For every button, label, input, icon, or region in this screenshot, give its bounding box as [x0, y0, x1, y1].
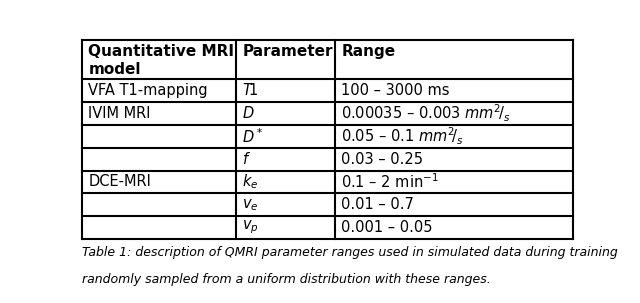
Text: 0.1 – 2 min$^{-1}$: 0.1 – 2 min$^{-1}$: [341, 173, 439, 191]
Text: Range: Range: [341, 44, 396, 59]
Text: $D$: $D$: [242, 105, 255, 122]
Text: DCE-MRI: DCE-MRI: [88, 175, 151, 189]
Text: IVIM MRI: IVIM MRI: [88, 106, 151, 121]
Text: Quantitative MRI: Quantitative MRI: [88, 44, 234, 59]
Text: 100 – 3000 ms: 100 – 3000 ms: [341, 83, 450, 98]
Text: VFA T1-mapping: VFA T1-mapping: [88, 83, 208, 98]
Text: 0.00035 – 0.003 $\mathit{mm}^2\!/_{s}$: 0.00035 – 0.003 $\mathit{mm}^2\!/_{s}$: [341, 103, 511, 124]
Text: $f$: $f$: [242, 151, 251, 167]
Text: $D^*$: $D^*$: [242, 127, 264, 145]
Text: $v_e$: $v_e$: [242, 197, 259, 213]
Text: 0.01 – 0.7: 0.01 – 0.7: [341, 197, 414, 212]
Text: Parameter: Parameter: [242, 44, 333, 59]
Text: randomly sampled from a uniform distribution with these ranges.: randomly sampled from a uniform distribu…: [83, 273, 492, 286]
Text: $T\!1$: $T\!1$: [242, 82, 259, 98]
Text: 0.001 – 0.05: 0.001 – 0.05: [341, 220, 433, 235]
Text: model: model: [88, 62, 141, 77]
Text: $k_e$: $k_e$: [242, 173, 259, 191]
Text: 0.05 – 0.1 $\mathit{mm}^2\!/_{s}$: 0.05 – 0.1 $\mathit{mm}^2\!/_{s}$: [341, 125, 465, 147]
Text: $v_p$: $v_p$: [242, 219, 259, 236]
Text: Table 1: description of QMRI parameter ranges used in simulated data during trai: Table 1: description of QMRI parameter r…: [83, 246, 618, 259]
Text: 0.03 – 0.25: 0.03 – 0.25: [341, 152, 424, 167]
